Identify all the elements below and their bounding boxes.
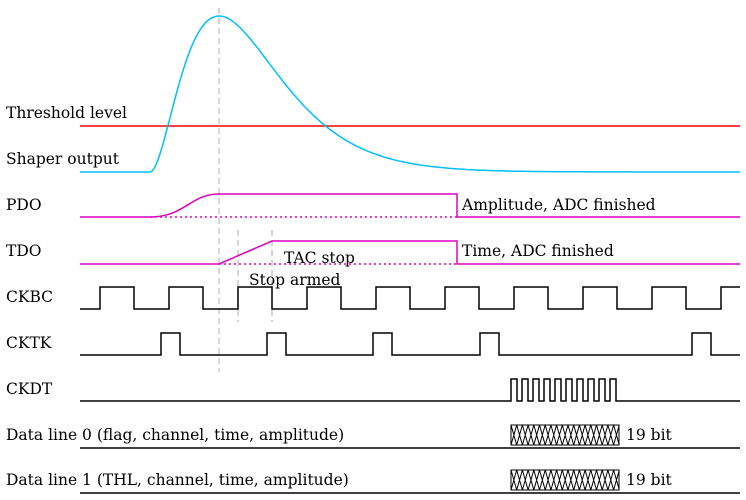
annotation-tac-stop: TAC stop	[284, 249, 355, 267]
ckbc-waveform	[80, 286, 740, 310]
data-line-1-bits	[510, 469, 620, 491]
ckdt-waveform	[80, 378, 740, 402]
annotation-amplitude-done: Amplitude, ADC finished	[461, 196, 656, 214]
label-threshold: Threshold level	[6, 104, 127, 122]
label-pdo: PDO	[6, 196, 42, 214]
annotation-data1-bits: 19 bit	[626, 471, 673, 489]
data-line-0-bits	[510, 424, 620, 446]
label-cktk: CKTK	[6, 334, 52, 352]
label-shaper: Shaper output	[6, 150, 120, 168]
label-data0: Data line 0 (flag, channel, time, amplit…	[6, 426, 344, 444]
label-data1: Data line 1 (THL, channel, time, amplitu…	[6, 471, 349, 489]
label-ckdt: CKDT	[6, 380, 53, 398]
cktk-waveform	[80, 332, 740, 356]
label-tdo: TDO	[6, 242, 41, 260]
annotation-data0-bits: 19 bit	[626, 426, 673, 444]
shaper-output-waveform	[80, 15, 740, 173]
annotation-time-done: Time, ADC finished	[462, 242, 614, 260]
annotation-stop-armed: Stop armed	[249, 271, 341, 289]
tdo-waveform	[80, 240, 740, 265]
label-ckbc: CKBC	[6, 288, 53, 306]
